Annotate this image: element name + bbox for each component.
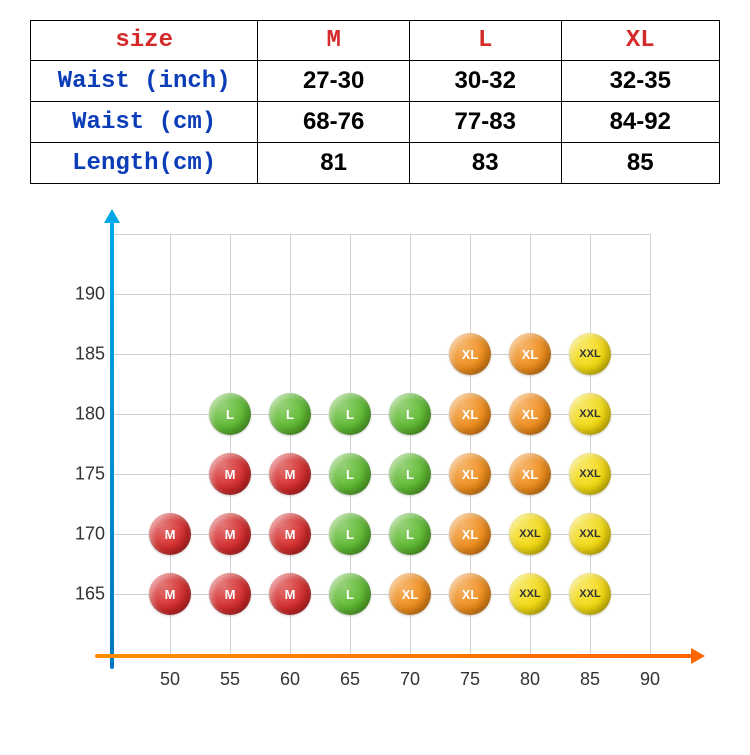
size-dot-xl: XL xyxy=(449,513,491,555)
size-dot-xxl: XXL xyxy=(569,333,611,375)
x-tick-label: 70 xyxy=(390,669,430,690)
size-dot-l: L xyxy=(329,573,371,615)
size-dot-xxl: XXL xyxy=(509,513,551,555)
header-m: M xyxy=(258,21,410,61)
x-axis xyxy=(95,654,695,658)
y-tick-label: 185 xyxy=(60,344,105,365)
size-dot-l: L xyxy=(329,453,371,495)
x-tick-label: 75 xyxy=(450,669,490,690)
size-dot-m: M xyxy=(269,513,311,555)
size-dot-xl: XL xyxy=(449,573,491,615)
table-row: Waist (cm)68-7677-8384-92 xyxy=(31,102,720,143)
header-size: size xyxy=(31,21,258,61)
size-dot-m: M xyxy=(269,453,311,495)
table-header-row: sizeMLXL xyxy=(31,21,720,61)
table-cell: 77-83 xyxy=(409,102,561,143)
x-tick-label: 65 xyxy=(330,669,370,690)
table-cell: 30-32 xyxy=(409,61,561,102)
size-dot-xl: XL xyxy=(509,393,551,435)
size-dot-m: M xyxy=(209,573,251,615)
table-cell: 81 xyxy=(258,143,410,184)
size-dot-xxl: XXL xyxy=(569,513,611,555)
y-tick-label: 170 xyxy=(60,524,105,545)
size-dot-l: L xyxy=(389,453,431,495)
size-dot-xl: XL xyxy=(509,333,551,375)
size-dot-xl: XL xyxy=(389,573,431,615)
x-tick-label: 80 xyxy=(510,669,550,690)
size-table: sizeMLXL Waist (inch)27-3030-3232-35Wais… xyxy=(30,20,720,184)
header-l: L xyxy=(409,21,561,61)
table-cell: 32-35 xyxy=(561,61,719,102)
size-dot-xl: XL xyxy=(449,393,491,435)
grid-hline xyxy=(110,234,650,235)
x-tick-label: 55 xyxy=(210,669,250,690)
row-label: Waist (inch) xyxy=(31,61,258,102)
table-cell: 68-76 xyxy=(258,102,410,143)
size-dot-l: L xyxy=(389,393,431,435)
size-dot-m: M xyxy=(149,513,191,555)
size-dot-xxl: XXL xyxy=(569,573,611,615)
size-dot-xxl: XXL xyxy=(509,573,551,615)
y-tick-label: 180 xyxy=(60,404,105,425)
table-cell: 84-92 xyxy=(561,102,719,143)
grid-vline xyxy=(650,234,651,654)
table-cell: 83 xyxy=(409,143,561,184)
size-dot-m: M xyxy=(269,573,311,615)
table-cell: 85 xyxy=(561,143,719,184)
size-dot-l: L xyxy=(389,513,431,555)
size-dot-l: L xyxy=(329,513,371,555)
size-dot-l: L xyxy=(209,393,251,435)
size-dot-m: M xyxy=(209,513,251,555)
size-dot-l: L xyxy=(329,393,371,435)
table-row: Length(cm)818385 xyxy=(31,143,720,184)
size-dot-m: M xyxy=(149,573,191,615)
size-dot-xl: XL xyxy=(449,333,491,375)
size-dot-xl: XL xyxy=(509,453,551,495)
row-label: Length(cm) xyxy=(31,143,258,184)
row-label: Waist (cm) xyxy=(31,102,258,143)
size-scatter-chart: 165170175180185190 505560657075808590 MM… xyxy=(30,214,720,704)
grid-hline xyxy=(110,294,650,295)
x-tick-label: 60 xyxy=(270,669,310,690)
x-tick-label: 50 xyxy=(150,669,190,690)
size-dot-xxl: XXL xyxy=(569,453,611,495)
table-row: Waist (inch)27-3030-3232-35 xyxy=(31,61,720,102)
y-axis xyxy=(110,219,114,669)
x-tick-label: 90 xyxy=(630,669,670,690)
y-tick-label: 165 xyxy=(60,584,105,605)
size-dot-xl: XL xyxy=(449,453,491,495)
header-xl: XL xyxy=(561,21,719,61)
x-tick-label: 85 xyxy=(570,669,610,690)
size-dot-l: L xyxy=(269,393,311,435)
size-dot-m: M xyxy=(209,453,251,495)
page-root: sizeMLXL Waist (inch)27-3030-3232-35Wais… xyxy=(0,0,750,755)
table-cell: 27-30 xyxy=(258,61,410,102)
y-tick-label: 175 xyxy=(60,464,105,485)
y-tick-label: 190 xyxy=(60,284,105,305)
size-dot-xxl: XXL xyxy=(569,393,611,435)
